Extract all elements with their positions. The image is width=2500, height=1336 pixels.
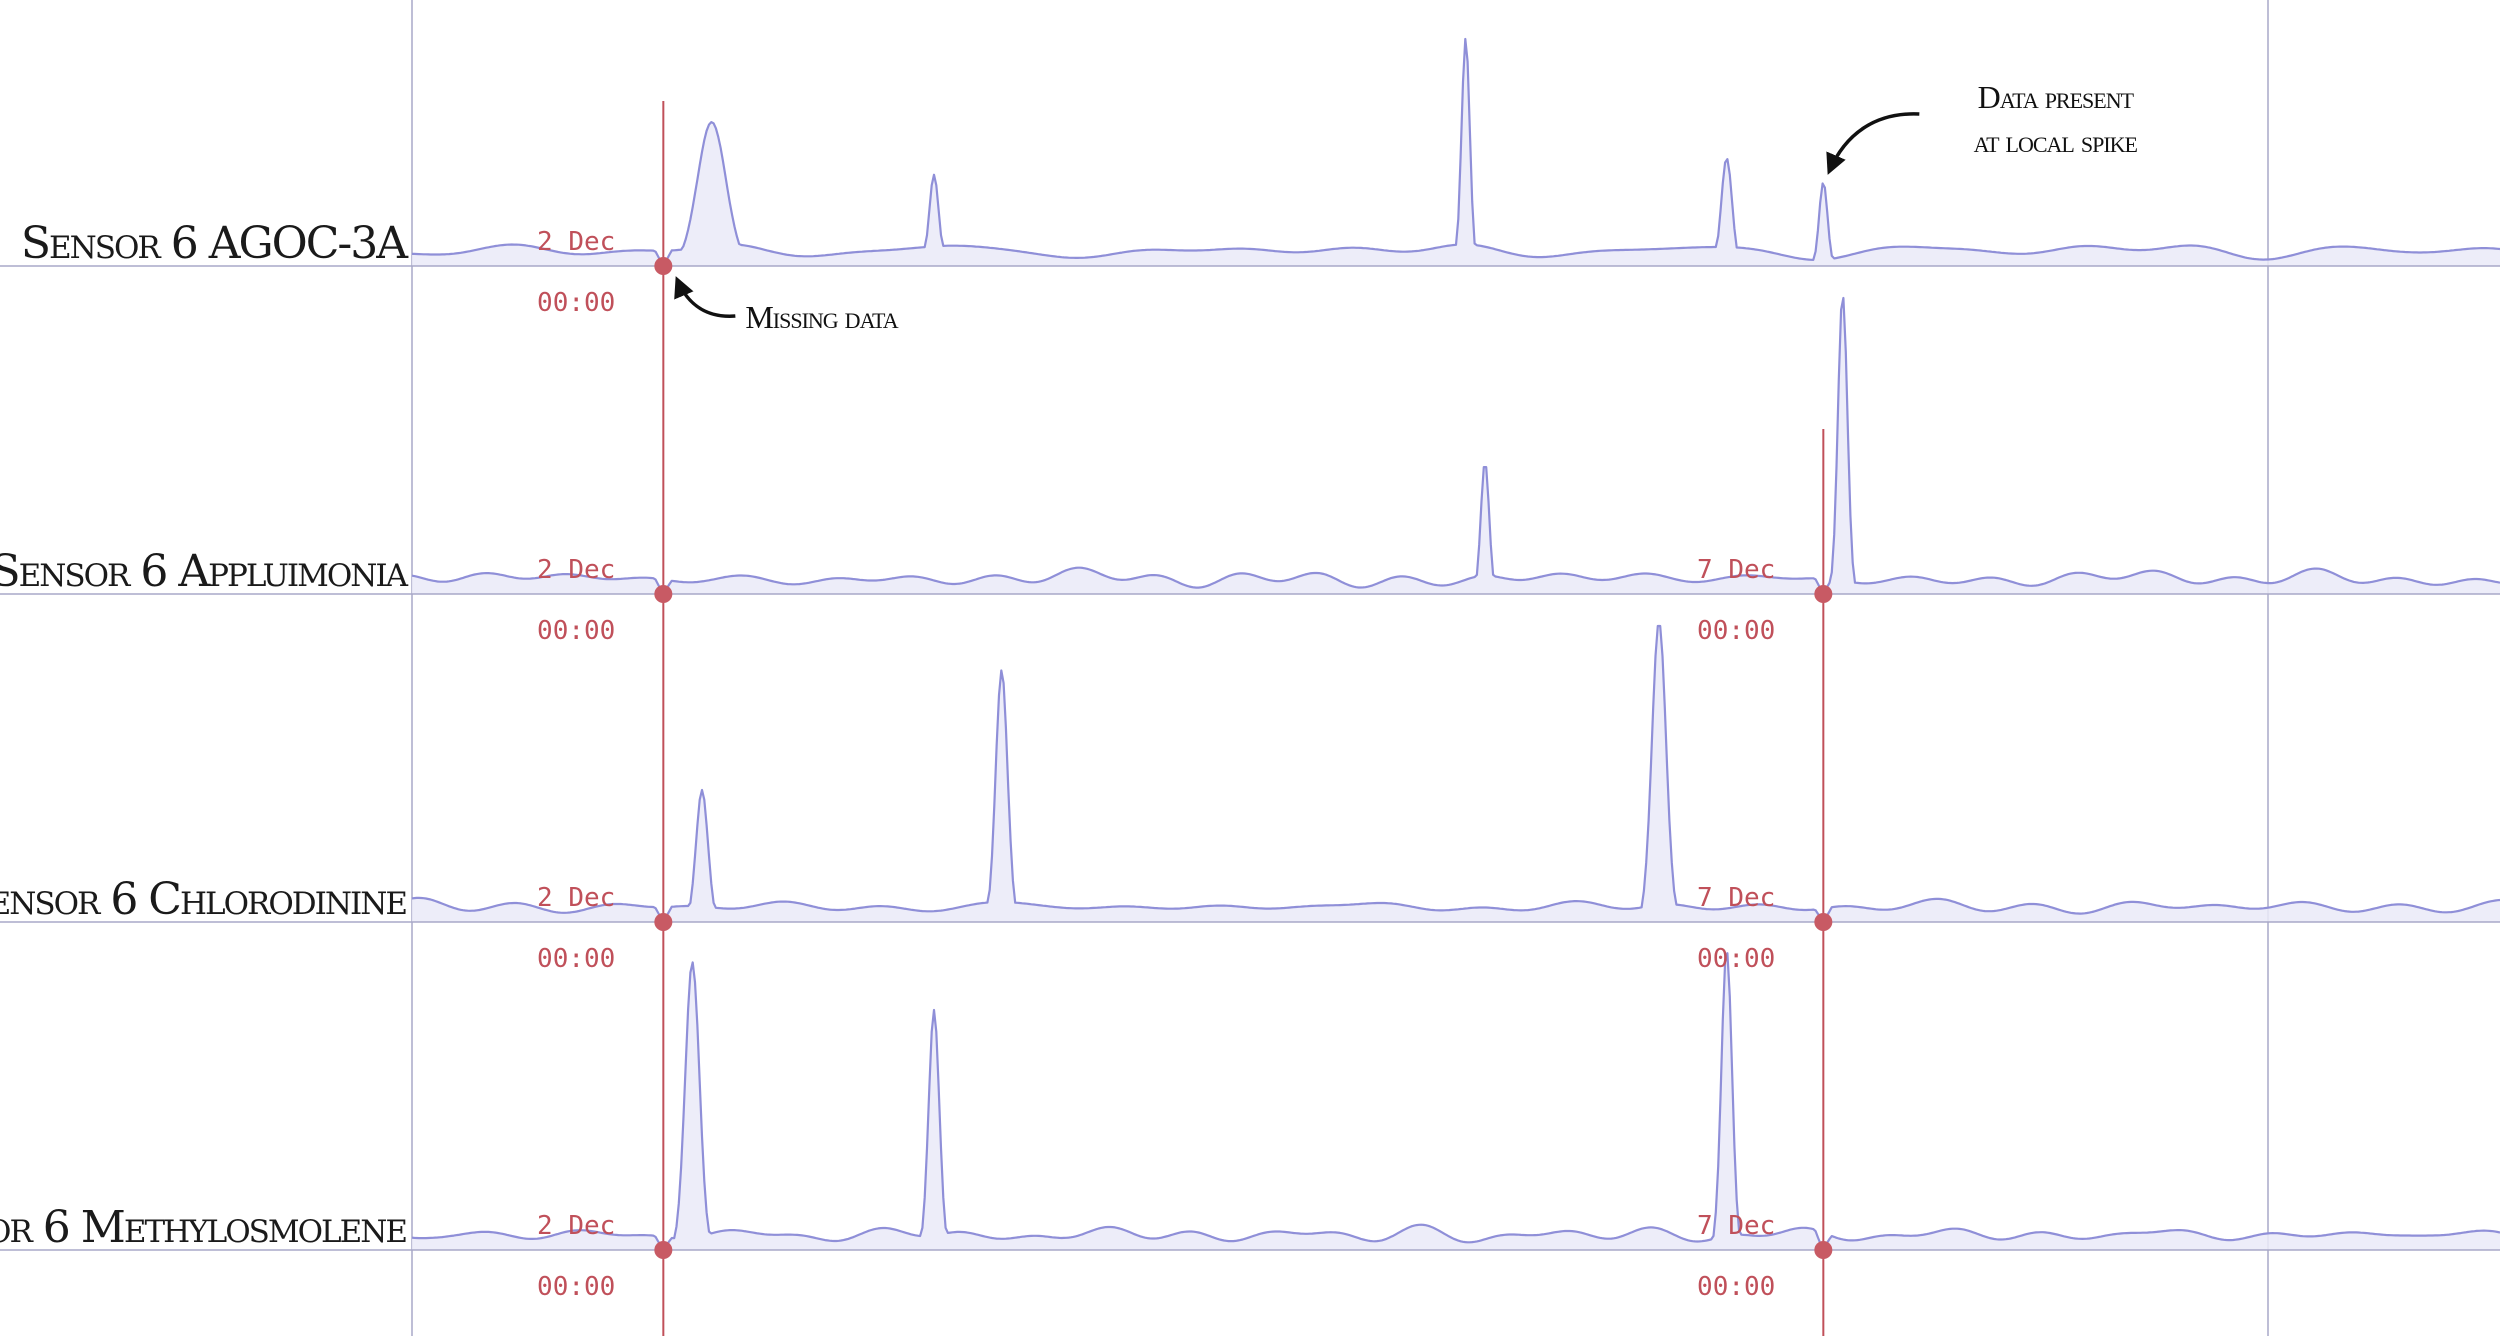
series-label: Sensor 6 Chlorodinine <box>0 874 406 925</box>
marker-date-label: 2 Dec <box>537 227 615 257</box>
marker-time-label: 00:00 <box>1697 1272 1775 1302</box>
series-group <box>411 296 2500 594</box>
annotation-arrow <box>674 276 736 318</box>
marker-date-label: 2 Dec <box>537 1211 615 1241</box>
series-group <box>411 624 2500 922</box>
baseline-layer <box>0 265 2500 1251</box>
annotation-data-present-line1: Data present <box>1978 79 2135 115</box>
annotation-data-present-line2: at local spike <box>1974 123 2138 159</box>
marker-date-label: 7 Dec <box>1697 1211 1775 1241</box>
grid-layer <box>411 0 2269 1336</box>
missing-data-dot <box>654 257 673 275</box>
series-line <box>411 624 2500 922</box>
missing-data-dot <box>1814 1241 1833 1259</box>
series-area <box>412 953 2500 1250</box>
series-label: Sensor 6 Methylosmolene <box>0 1202 406 1253</box>
marker-time-label: 00:00 <box>537 944 615 974</box>
missing-data-dot <box>1814 913 1833 931</box>
marker-time-label: 00:00 <box>537 616 615 646</box>
missing-data-dot <box>654 585 673 603</box>
marker-date-label: 2 Dec <box>537 883 615 913</box>
marker-time-label: 00:00 <box>1697 944 1775 974</box>
missing-data-dot <box>654 913 673 931</box>
series-layer <box>411 37 2500 1250</box>
marker-time-label: 00:00 <box>537 1272 615 1302</box>
series-line <box>411 296 2500 594</box>
series-line <box>412 37 2500 266</box>
missing-data-dot <box>1814 585 1833 603</box>
series-group <box>412 37 2500 266</box>
series-area <box>412 298 2500 594</box>
series-label: Sensor 6 Appluimonia <box>0 546 409 597</box>
annotation-layer: Missing data Data present at local spike <box>674 79 2139 335</box>
series-line <box>411 952 2500 1250</box>
marker-date-label: 7 Dec <box>1697 883 1775 913</box>
series-area <box>412 626 2500 922</box>
marker-date-label: 7 Dec <box>1697 555 1775 585</box>
series-group <box>411 952 2500 1250</box>
marker-time-label: 00:00 <box>1697 616 1775 646</box>
series-label: Sensor 6 AGOC-3A <box>21 218 409 269</box>
series-area <box>412 39 2500 266</box>
annotation-arrow <box>1826 112 1920 175</box>
annotation-missing-data: Missing data <box>745 299 898 335</box>
marker-date-label: 2 Dec <box>537 555 615 585</box>
marker-time-label: 00:00 <box>537 288 615 318</box>
label-layer: Sensor 6 AGOC-3A Sensor 6 Appluimonia Sens… <box>0 218 411 1253</box>
time-marker-layer: 2 Dec 00:00 2 Dec 00:00 2 Dec 00:00 2 Dec 00:00… <box>537 101 1833 1336</box>
missing-data-dot <box>654 1241 673 1259</box>
